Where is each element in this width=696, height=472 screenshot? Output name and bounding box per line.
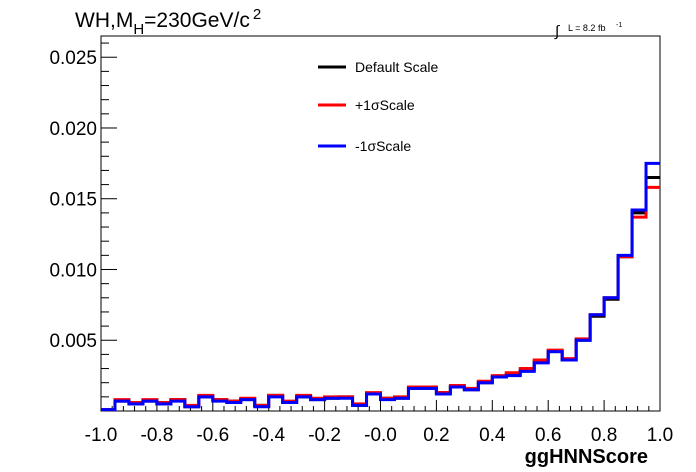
x-tick-label: 0.2 xyxy=(423,425,449,446)
series-layer xyxy=(101,161,660,412)
svg-text:∫: ∫ xyxy=(554,23,561,40)
series-line xyxy=(101,185,660,412)
x-tick-label: 1.0 xyxy=(647,425,673,446)
legend-label: Default Scale xyxy=(355,59,438,75)
x-axis: -1.0 -0.8 -0.6 -0.4 -0.2 -0.0 0.2 0.4 0.6 0.8 1.0 xyxy=(85,400,673,446)
x-tick-label: -1.0 xyxy=(85,425,118,446)
legend: Default Scale +1σScale -1σScale xyxy=(318,59,438,154)
y-tick-label: 0.020 xyxy=(49,119,97,140)
series-line xyxy=(101,176,660,412)
x-tick-label: -0.8 xyxy=(141,425,174,446)
x-axis-label: ggHNNScore xyxy=(525,446,648,468)
svg-text:-1: -1 xyxy=(616,22,622,29)
x-tick-label: 0.6 xyxy=(535,425,561,446)
y-tick-label: 0.005 xyxy=(49,331,97,352)
svg-text:L = 8.2 fb: L = 8.2 fb xyxy=(568,23,605,33)
y-axis: 0.005 0.010 0.015 0.020 0.025 xyxy=(49,42,117,398)
x-tick-label: -0.2 xyxy=(308,425,341,446)
legend-label: +1σScale xyxy=(355,97,415,113)
legend-label: -1σScale xyxy=(355,138,411,154)
x-tick-label: -0.6 xyxy=(196,425,229,446)
x-tick-label: -0.4 xyxy=(252,425,285,446)
y-tick-label: 0.025 xyxy=(49,48,97,69)
luminosity-label: ∫ L = 8.2 fb -1 xyxy=(554,22,622,40)
chart-title: WH,MH=230GeV/c 2 xyxy=(75,6,261,38)
x-tick-label: -0.0 xyxy=(364,425,397,446)
series-line xyxy=(101,161,660,412)
y-tick-label: 0.010 xyxy=(49,260,97,281)
x-tick-label: 0.8 xyxy=(591,425,617,446)
x-tick-label: 0.4 xyxy=(479,425,506,446)
y-tick-label: 0.015 xyxy=(49,190,97,211)
